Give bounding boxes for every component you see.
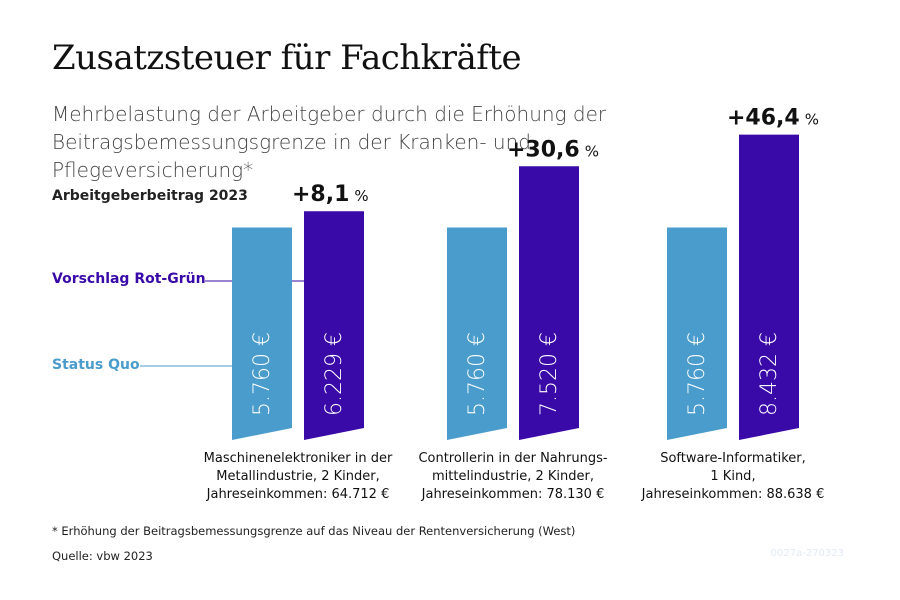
bar-proposal <box>304 211 364 440</box>
category-label-line: Jahreseinkommen: 64.712 € <box>206 487 390 502</box>
bar-status-quo <box>447 227 507 440</box>
graphic-code: 0027a-270323 <box>770 548 844 559</box>
chart-title: Zusatzsteuer für Fachkräfte <box>52 38 522 78</box>
category-label-line: Jahreseinkommen: 88.638 € <box>641 487 825 502</box>
category-label-line: mittelindustrie, 2 Kinder, <box>432 469 594 484</box>
increase-label: +30,6% <box>507 137 599 162</box>
increase-unit: % <box>354 187 368 205</box>
increase-value: +46,4 <box>727 106 800 131</box>
bar-status-quo <box>667 227 727 440</box>
bar-status-quo <box>232 227 292 440</box>
legend-proposal-label: Vorschlag Rot-Grün <box>52 271 206 287</box>
bar-value-label: 5.760 € <box>465 332 490 416</box>
category-label-line: 1 Kind, <box>710 469 755 484</box>
footnote: * Erhöhung der Beitragsbemessungsgrenze … <box>52 524 576 538</box>
increase-label: +8,1% <box>292 182 369 207</box>
category-label-line: Controllerin in der Nahrungs- <box>418 451 607 466</box>
bar-value-label: 5.760 € <box>250 332 275 416</box>
increase-label: +46,4% <box>727 106 819 131</box>
legend-status-quo-label: Status Quo <box>52 357 140 373</box>
increase-unit: % <box>805 111 819 129</box>
bar-proposal <box>519 166 579 440</box>
source-note: Quelle: vbw 2023 <box>52 549 153 563</box>
bar-value-label: 7.520 € <box>537 332 562 416</box>
chart-subtitle: Mehrbelastung der Arbeitgeber durch die … <box>52 102 607 182</box>
increase-value: +8,1 <box>292 182 349 207</box>
bar-proposal <box>739 134 799 440</box>
category-label-line: Jahreseinkommen: 78.130 € <box>421 487 605 502</box>
category-label-line: Metallindustrie, 2 Kinder, <box>216 469 379 484</box>
increase-unit: % <box>585 142 599 160</box>
bar-value-label: 8.432 € <box>757 332 782 416</box>
category-label-line: Maschinenelektroniker in der <box>204 451 393 466</box>
bar-value-label: 5.760 € <box>685 332 710 416</box>
increase-value: +30,6 <box>507 137 580 162</box>
section-label: Arbeitgeberbeitrag 2023 <box>52 188 248 204</box>
bar-value-label: 6.229 € <box>322 332 347 416</box>
category-label-line: Software-Informatiker, <box>660 451 806 466</box>
